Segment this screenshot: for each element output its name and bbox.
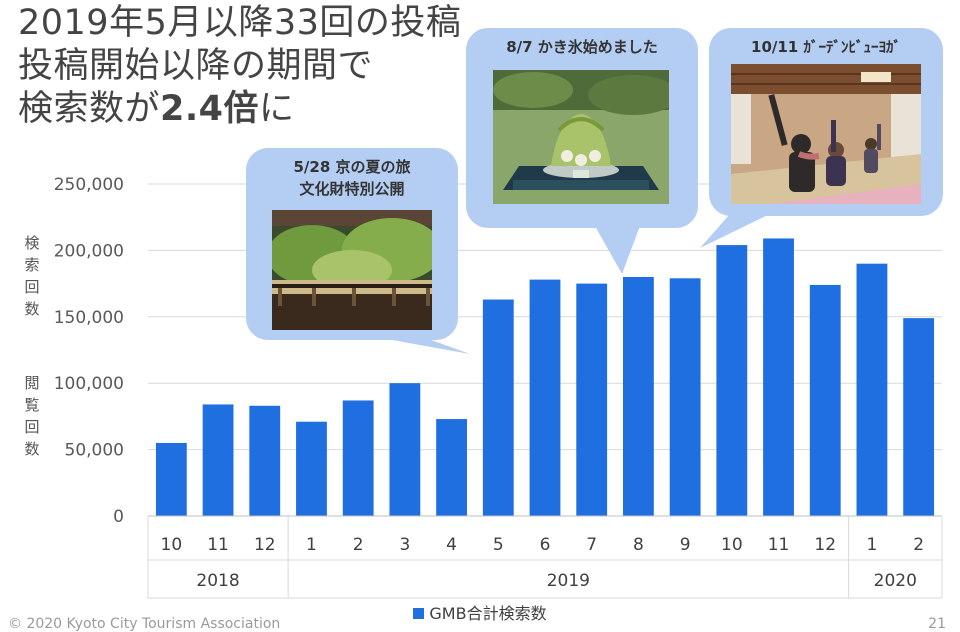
x-tick-label: 4	[446, 535, 457, 555]
x-tick-label: 12	[254, 535, 276, 555]
x-tick-label: 2	[353, 535, 364, 555]
bar	[576, 283, 608, 516]
bar	[763, 238, 794, 516]
y-axis-label-char: 閲	[24, 374, 40, 392]
callout-tail	[595, 226, 640, 274]
title-line-3: 検索数が2.4倍に	[18, 88, 461, 131]
shaved-ice-photo	[493, 70, 669, 204]
callout-label: 10/11 ｶﾞｰﾃﾞﾝﾋﾞｭｰﾖｶﾞ	[751, 38, 901, 56]
bar	[389, 383, 421, 516]
year-group-label: 2019	[547, 571, 590, 591]
callout-tail	[370, 336, 470, 354]
bar	[436, 419, 468, 516]
y-tick-label: 200,000	[54, 241, 124, 261]
callout-label: 文化財特別公開	[299, 180, 404, 198]
x-tick-label: 10	[161, 535, 183, 555]
title-line-1: 2019年5月以降33回の投稿	[18, 3, 462, 43]
bar	[529, 279, 561, 516]
copyright-footer: © 2020 Kyoto City Tourism Association	[8, 616, 281, 632]
y-axis-label-char: 索	[24, 256, 40, 274]
callout-label: 8/7 かき氷始めました	[506, 38, 658, 56]
title-line-3-prefix: 検索数が	[18, 89, 161, 129]
garden-veranda-photo	[272, 210, 432, 330]
x-tick-label: 1	[306, 535, 317, 555]
bar	[809, 284, 841, 516]
bar	[202, 404, 234, 516]
page-title: 2019年5月以降33回の投稿 投稿開始以降の期間で 検索数が2.4倍に	[18, 2, 461, 131]
y-tick-label: 100,000	[54, 374, 124, 394]
x-tick-label: 10	[721, 535, 743, 555]
x-tick-label: 8	[633, 535, 644, 555]
title-emphasis: 2.4倍	[160, 89, 260, 129]
y-axis-label-char: 覧	[24, 396, 40, 414]
y-tick-label: 150,000	[54, 308, 124, 328]
x-tick-label: 7	[586, 535, 597, 555]
bar	[856, 263, 888, 516]
x-tick-label: 9	[680, 535, 691, 555]
callout-tail	[700, 214, 770, 248]
y-axis-label-char: 回	[24, 418, 40, 436]
y-axis-label-search: 検 索 回 数	[22, 232, 42, 320]
page-number: 21	[928, 616, 946, 632]
title-line-3-suffix: に	[259, 89, 295, 129]
yoga-class-photo	[731, 64, 921, 204]
bar	[622, 276, 654, 516]
callout-label: 5/28 京の夏の旅	[293, 158, 410, 176]
bar	[716, 245, 748, 516]
y-axis-label-char: 検	[24, 234, 40, 252]
x-tick-label: 12	[814, 535, 836, 555]
x-tick-label: 5	[493, 535, 504, 555]
y-tick-label: 0	[113, 507, 124, 527]
bar	[155, 442, 187, 516]
chart-legend: GMB合計検索数	[0, 600, 960, 624]
bar	[482, 299, 514, 516]
bar	[296, 421, 327, 516]
x-tick-label: 11	[768, 535, 790, 555]
title-line-2: 投稿開始以降の期間で	[18, 46, 374, 86]
y-tick-label: 250,000	[54, 175, 124, 195]
x-tick-label: 6	[540, 535, 551, 555]
bar	[669, 278, 701, 516]
x-tick-label: 2	[913, 535, 924, 555]
y-axis-label-views: 閲 覧 回 数	[22, 372, 42, 460]
y-axis-label-char: 数	[24, 300, 40, 318]
legend-label: GMB合計検索数	[429, 604, 547, 623]
y-axis-label-char: 回	[24, 278, 40, 296]
bar	[249, 405, 281, 516]
x-tick-label: 11	[207, 535, 229, 555]
x-tick-label: 3	[399, 535, 410, 555]
year-group-label: 2020	[874, 571, 917, 591]
legend-swatch	[413, 608, 425, 619]
x-tick-label: 1	[867, 535, 878, 555]
y-tick-label: 50,000	[65, 441, 124, 461]
bar	[903, 318, 935, 516]
bar	[342, 400, 374, 516]
y-axis-label-char: 数	[24, 440, 40, 458]
year-group-label: 2018	[196, 571, 239, 591]
